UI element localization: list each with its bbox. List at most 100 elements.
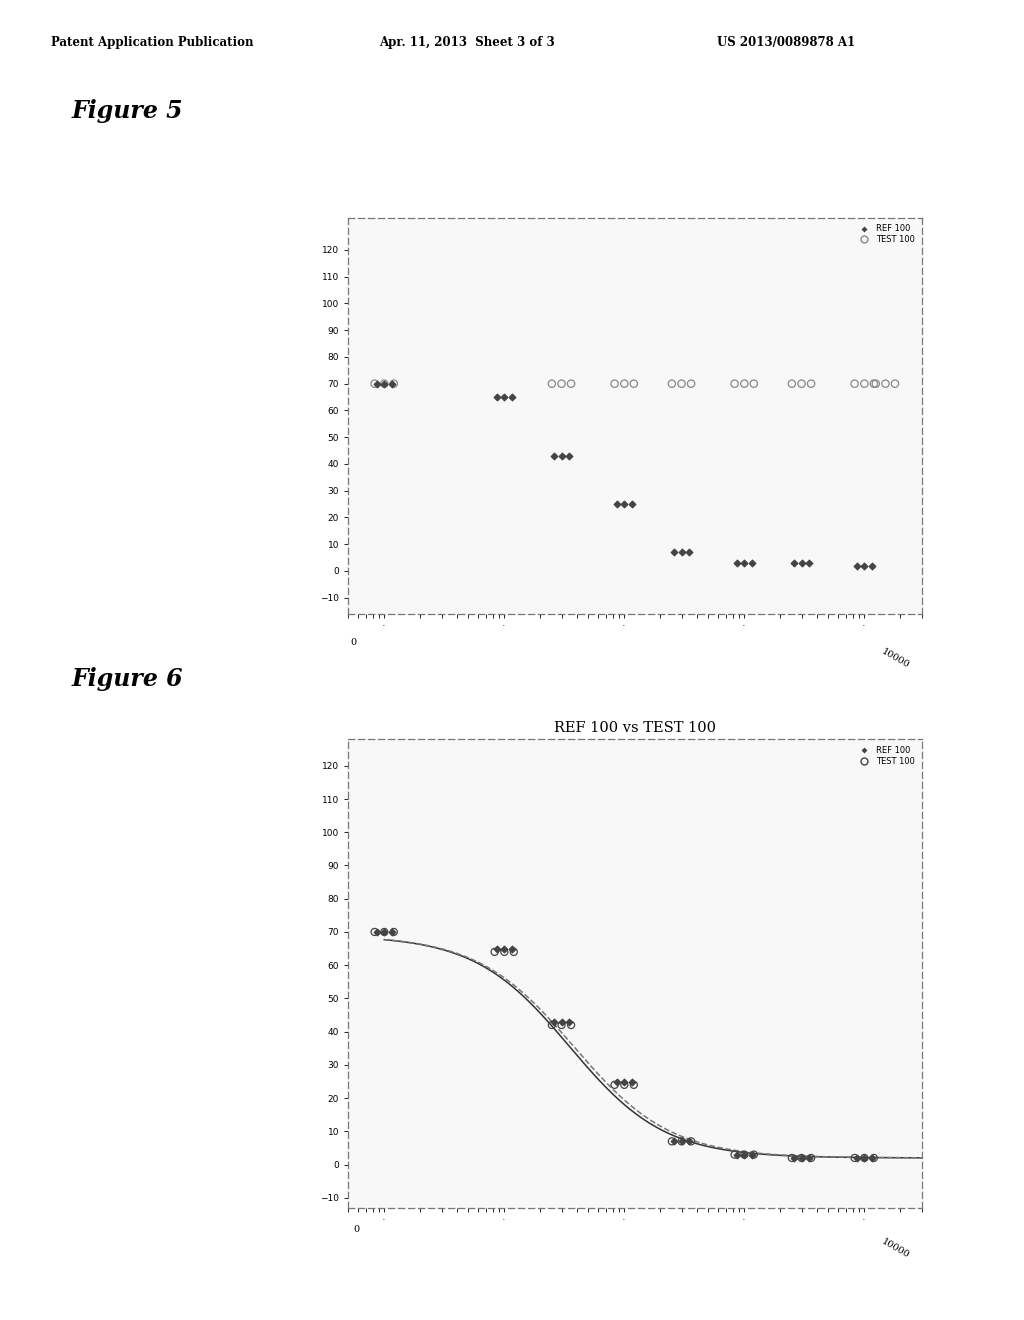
Point [369, 921, 385, 942]
Point [376, 921, 392, 942]
Point [616, 374, 633, 395]
Point [624, 494, 640, 515]
Legend: REF 100, TEST 100: REF 100, TEST 100 [853, 743, 918, 768]
Point [561, 1011, 578, 1032]
Text: Apr. 11, 2013  Sheet 3 of 3: Apr. 11, 2013 Sheet 3 of 3 [379, 36, 555, 49]
Text: US 2013/0089878 A1: US 2013/0089878 A1 [717, 36, 855, 49]
Point [609, 1071, 626, 1092]
Point [856, 1147, 872, 1168]
Point [488, 387, 505, 408]
Point [736, 374, 753, 395]
Point [616, 1071, 633, 1092]
Point [506, 941, 522, 962]
Point [794, 552, 810, 573]
Point [376, 374, 392, 395]
Point [546, 1011, 562, 1032]
Point [803, 1147, 819, 1168]
Text: 10000: 10000 [881, 647, 911, 671]
Point [729, 552, 745, 573]
Point [887, 374, 903, 395]
Point [847, 1147, 863, 1168]
Point [849, 556, 865, 577]
Point [606, 374, 623, 395]
Point [488, 939, 505, 960]
Point [606, 1074, 623, 1096]
Point [544, 374, 560, 395]
Point [386, 921, 402, 942]
Point [847, 374, 863, 395]
Point [681, 1131, 697, 1152]
Point [743, 552, 760, 573]
Point [664, 1131, 680, 1152]
Point [626, 374, 642, 395]
Point [563, 374, 580, 395]
Point [878, 374, 894, 395]
Point [367, 374, 383, 395]
Point [783, 1147, 800, 1168]
Point [376, 374, 392, 395]
Point [794, 1147, 810, 1168]
Point [736, 1144, 753, 1166]
Text: 0: 0 [350, 638, 356, 647]
Point [794, 1147, 810, 1168]
Point [736, 1144, 753, 1166]
Point [674, 541, 690, 562]
Point [867, 374, 884, 395]
Text: 10000: 10000 [881, 1237, 911, 1261]
Point [794, 374, 810, 395]
Point [786, 552, 803, 573]
Point [736, 552, 753, 573]
Point [616, 1074, 633, 1096]
Point [801, 1147, 817, 1168]
Point [745, 1144, 762, 1166]
Point [674, 374, 690, 395]
Point [609, 494, 626, 515]
Point [626, 1074, 642, 1096]
Point [849, 1147, 865, 1168]
Point [616, 494, 633, 515]
Point [674, 1131, 690, 1152]
Point [856, 374, 872, 395]
Point [865, 1147, 882, 1168]
Point [496, 387, 512, 408]
Point [383, 374, 399, 395]
Point [729, 1144, 745, 1166]
Point [624, 1071, 640, 1092]
Text: Patent Application Publication: Patent Application Publication [51, 36, 254, 49]
Point [674, 1131, 690, 1152]
Point [683, 1131, 699, 1152]
Point [544, 1015, 560, 1036]
Point [745, 374, 762, 395]
Point [496, 941, 512, 962]
Point [863, 556, 880, 577]
Legend: REF 100, TEST 100: REF 100, TEST 100 [853, 222, 918, 247]
Point [553, 374, 569, 395]
Point [553, 445, 569, 466]
Point [386, 374, 402, 395]
Point [681, 541, 697, 562]
Point [504, 939, 520, 960]
Point [367, 921, 383, 942]
Point [546, 445, 562, 466]
Point [667, 541, 683, 562]
Title: REF 100 vs TEST 100: REF 100 vs TEST 100 [554, 721, 716, 735]
Point [726, 1144, 742, 1166]
Point [683, 374, 699, 395]
Point [553, 1015, 569, 1036]
Point [504, 387, 520, 408]
Point [863, 1147, 880, 1168]
Point [383, 921, 399, 942]
Point [496, 939, 512, 960]
Point [803, 374, 819, 395]
Point [856, 556, 872, 577]
Point [801, 552, 817, 573]
Point [667, 1131, 683, 1152]
Point [726, 374, 742, 395]
Point [376, 921, 392, 942]
Point [786, 1147, 803, 1168]
Point [563, 1015, 580, 1036]
Point [856, 1147, 872, 1168]
Text: Figure 6: Figure 6 [72, 667, 183, 690]
Text: Figure 5: Figure 5 [72, 99, 183, 123]
Point [486, 941, 503, 962]
